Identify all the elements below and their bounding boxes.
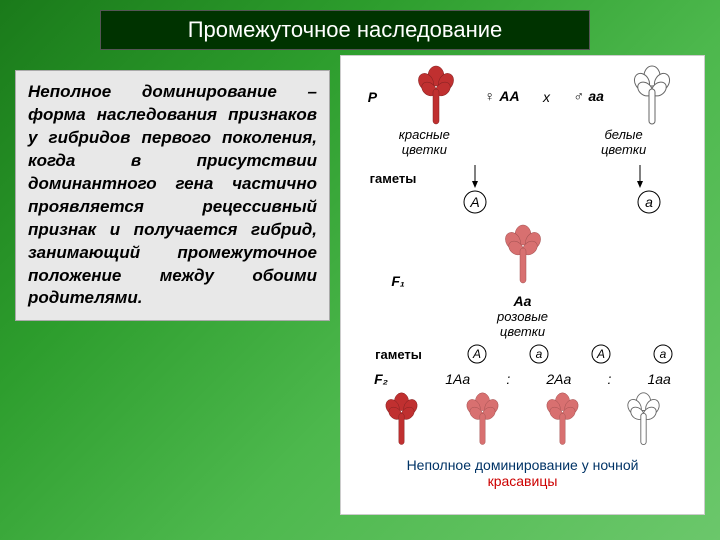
gametes-label-2: гаметы	[371, 347, 426, 362]
p2-genotype: aa	[588, 88, 604, 104]
flower-pink-icon	[498, 223, 548, 288]
flower-white-icon	[627, 64, 677, 129]
svg-text:a: a	[645, 194, 653, 210]
svg-text:A: A	[596, 347, 605, 361]
gamete-circle-icon: A	[466, 343, 488, 365]
f1-phenotype: розовые цветки	[497, 309, 548, 339]
flower-pink-icon	[460, 391, 505, 449]
cross-symbol: x	[543, 89, 550, 105]
f2-ratio-2: 2Aa	[546, 371, 571, 387]
flower-white-icon	[621, 391, 666, 449]
inheritance-diagram: P ♀ AA x ♂ aa красные цветки бе	[340, 55, 705, 515]
f1-genotype: Aa	[497, 293, 548, 309]
f2-ratio-1: 1Aa	[445, 371, 470, 387]
diagram-caption-2: красавицы	[341, 473, 704, 489]
svg-text:a: a	[660, 347, 667, 361]
gamete-circle-icon: a	[636, 189, 662, 215]
slide-title: Промежуточное наследование	[111, 17, 579, 43]
flower-red-icon	[379, 391, 424, 449]
svg-text:a: a	[536, 347, 543, 361]
f2-sep: :	[506, 371, 510, 387]
svg-text:A: A	[472, 347, 481, 361]
p-label: P	[368, 89, 388, 105]
f1-label: F₁	[391, 273, 426, 289]
p2-sex: ♂	[573, 88, 584, 104]
flower-pink-icon	[540, 391, 585, 449]
flower-red-icon	[411, 64, 461, 129]
gamete-circle-icon: A	[462, 189, 488, 215]
diagram-caption-1: Неполное доминирование у ночной	[341, 457, 704, 473]
f2-label: F₂	[374, 371, 409, 387]
slide-title-box: Промежуточное наследование	[100, 10, 590, 50]
p1-phenotype: красные цветки	[399, 127, 450, 157]
gamete-circle-icon: a	[528, 343, 550, 365]
f2-sep: :	[607, 371, 611, 387]
gamete-circle-icon: A	[590, 343, 612, 365]
definition-text: Неполное доминирование – форма наследова…	[15, 70, 330, 321]
p1-genotype: AA	[499, 88, 519, 104]
svg-text:A: A	[469, 194, 479, 210]
gametes-label-1: гаметы	[366, 171, 421, 186]
gamete-circle-icon: a	[652, 343, 674, 365]
p2-phenotype: белые цветки	[601, 127, 646, 157]
p1-sex: ♀	[484, 88, 495, 104]
f2-ratio-3: 1aa	[647, 371, 670, 387]
